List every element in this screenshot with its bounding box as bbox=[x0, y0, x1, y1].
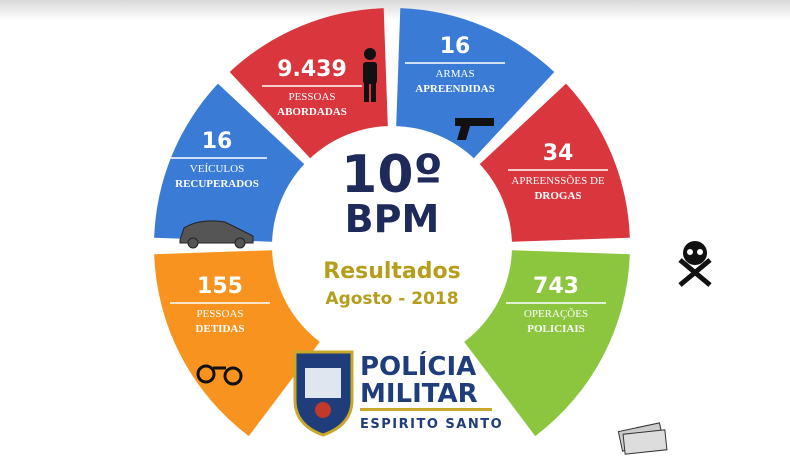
handcuffs-icon bbox=[196, 364, 243, 386]
segment bbox=[464, 250, 630, 437]
segment-label-bottom: RECUPERADOS bbox=[175, 178, 259, 190]
gun-icon bbox=[455, 118, 494, 140]
segment-value: 34 bbox=[543, 141, 574, 166]
segment-value: 16 bbox=[440, 34, 471, 59]
logo-line2: MILITAR bbox=[360, 379, 478, 409]
title: 10º bbox=[341, 145, 443, 205]
segment-label-top: ARMAS bbox=[435, 68, 474, 80]
title-sub: BPM bbox=[345, 197, 440, 241]
segment-label-bottom: DETIDAS bbox=[196, 323, 245, 335]
car-icon bbox=[179, 220, 254, 249]
segment-label-bottom: POLICIAIS bbox=[527, 323, 584, 335]
logo-line3: ESPIRITO SANTO bbox=[360, 417, 503, 432]
top-shade bbox=[0, 0, 790, 20]
segment bbox=[396, 8, 555, 159]
segment-value: 743 bbox=[533, 274, 579, 299]
segment-label-bottom: DROGAS bbox=[534, 190, 581, 202]
period: Agosto - 2018 bbox=[325, 289, 458, 309]
segment-label-top: OPERAÇÕES bbox=[524, 308, 588, 320]
segment-label-top: APREENSSÕES DE bbox=[511, 175, 604, 187]
subtitle: Resultados bbox=[323, 259, 460, 284]
money-icon bbox=[617, 422, 668, 455]
logo-rule bbox=[360, 408, 492, 411]
segment-label-bottom: APREENDIDAS bbox=[415, 83, 494, 95]
skull-icon bbox=[678, 241, 712, 287]
segment-label-top: VEÍCULOS bbox=[190, 163, 244, 175]
segment bbox=[479, 83, 630, 242]
segment bbox=[154, 83, 305, 242]
segment-labels: 9.439 PESSOAS ABORDADAS 16 ARMAS APREENDIDAS 1… bbox=[167, 34, 608, 335]
person-icon bbox=[363, 48, 377, 102]
segment-label-top: PESSOAS bbox=[288, 91, 335, 103]
segment bbox=[154, 250, 320, 437]
segment-value: 9.439 bbox=[277, 57, 347, 82]
segment-value: 155 bbox=[197, 274, 243, 299]
ring bbox=[154, 8, 630, 437]
segment-label-top: PESSOAS bbox=[196, 308, 243, 320]
logo-shield bbox=[293, 350, 354, 437]
segment-label-bottom: ABORDADAS bbox=[277, 106, 347, 118]
logo-line1: POLÍCIA bbox=[360, 350, 476, 382]
segment-value: 16 bbox=[202, 129, 233, 154]
segment bbox=[229, 8, 388, 159]
